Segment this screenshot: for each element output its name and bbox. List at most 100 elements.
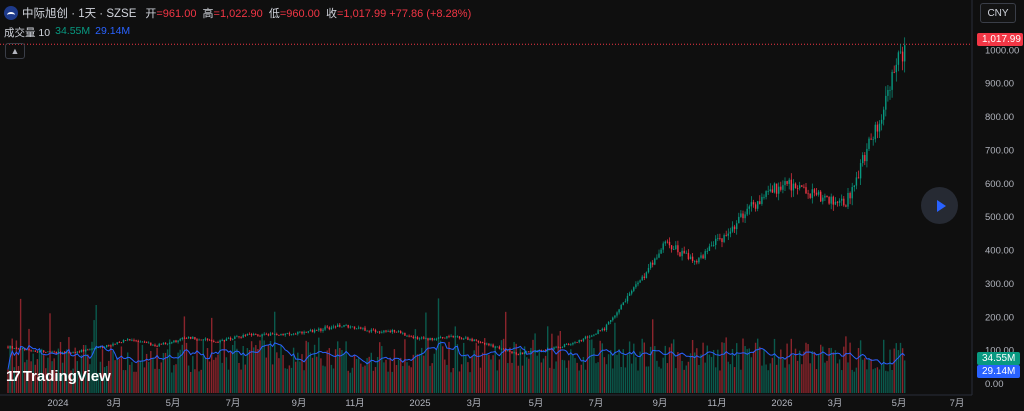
volume-bar: [200, 369, 202, 393]
candle-body: [139, 341, 141, 343]
candle-body: [754, 204, 757, 209]
chevron-up-icon[interactable]: ▲: [5, 43, 25, 59]
volume-bar: [271, 364, 274, 393]
volume-bar: [152, 358, 154, 393]
volume-bar: [540, 362, 543, 393]
candle-body: [702, 255, 704, 259]
candle-body: [664, 241, 666, 244]
volume-bar: [559, 331, 561, 393]
volume-bar: [897, 350, 900, 393]
volume-bar: [286, 368, 288, 393]
candle-body: [488, 343, 490, 346]
volume-bar: [89, 364, 91, 393]
volume-bar: [425, 312, 427, 393]
candle-body: [284, 333, 286, 336]
volume-bar: [221, 362, 223, 393]
volume-bar: [763, 349, 765, 393]
candle-body: [633, 287, 635, 291]
volume-label: 成交量 10: [4, 27, 51, 39]
tradingview-logo[interactable]: 17 TradingView: [6, 368, 111, 385]
candle-body: [870, 138, 872, 140]
candle-body: [757, 201, 759, 209]
volume-bar: [822, 346, 824, 393]
volume-bar: [347, 370, 349, 393]
candle-body: [460, 338, 463, 340]
volume-bar: [612, 368, 614, 393]
candle-body: [345, 324, 347, 326]
volume-bar: [72, 368, 74, 393]
candle-body: [473, 339, 475, 342]
candle-body: [721, 238, 723, 242]
candle-body: [36, 351, 39, 353]
volume-bar: [164, 352, 167, 393]
candle-body: [76, 351, 78, 353]
volume-bar: [28, 328, 30, 393]
volume-bar: [553, 368, 555, 393]
candle-body: [164, 342, 167, 345]
candle-body: [641, 276, 643, 281]
candle-body: [53, 351, 55, 353]
candle-body: [227, 337, 230, 339]
candle-body: [824, 195, 826, 198]
candle-body: [685, 252, 687, 254]
candle-body: [456, 336, 459, 338]
volume-bar: [488, 354, 490, 393]
volume-bar: [813, 351, 816, 393]
volume-bar: [183, 316, 186, 393]
candle-body: [784, 181, 786, 186]
candle-body: [263, 333, 265, 335]
candle-body: [32, 350, 34, 352]
currency-button[interactable]: CNY: [980, 3, 1016, 23]
price-tick-label: 100.00: [985, 346, 1014, 357]
candle-body: [656, 257, 658, 259]
candle-body: [859, 163, 862, 179]
volume-bar: [748, 348, 750, 393]
volume-bar: [817, 354, 820, 393]
candle-body: [490, 344, 492, 346]
volume-bar: [106, 365, 108, 393]
volume-bar: [408, 365, 410, 393]
candle-body: [238, 336, 240, 338]
volume-bar: [523, 346, 526, 393]
volume-bar: [173, 365, 175, 393]
volume-ma-line: [7, 341, 906, 370]
volume-bar: [838, 359, 841, 393]
candle-body: [605, 324, 608, 330]
volume-bar: [519, 348, 522, 393]
candle-body: [156, 346, 158, 347]
volume-bar: [345, 341, 347, 393]
candle-body: [381, 332, 383, 334]
volume-bar: [729, 364, 732, 393]
volume-legend[interactable]: 成交量 10 34.55M 29.14M: [4, 25, 130, 40]
candle-body: [208, 339, 211, 341]
volume-bar: [353, 354, 356, 393]
volume-bar: [542, 358, 545, 393]
volume-bar: [334, 349, 337, 393]
volume-bar: [328, 348, 330, 393]
volume-bar: [452, 367, 454, 393]
volume-bar: [901, 348, 904, 393]
volume-bar: [895, 343, 897, 393]
candle-body: [80, 349, 83, 353]
symbol-title[interactable]: 中际旭创 · 1天 · SZSE: [22, 8, 137, 20]
volume-bar: [467, 362, 469, 393]
candle-body: [112, 343, 114, 346]
volume-bar: [893, 348, 895, 393]
volume-bar: [479, 367, 482, 393]
volume-bar: [57, 348, 60, 393]
volume-bar: [238, 362, 240, 393]
play-icon[interactable]: [921, 187, 958, 224]
volume-bar: [53, 358, 55, 393]
volume-bar: [855, 367, 858, 393]
volume-bar: [402, 366, 404, 393]
volume-bar: [511, 362, 513, 393]
candle-body: [628, 293, 631, 296]
volume-bar: [442, 346, 444, 393]
volume-bar: [826, 360, 828, 393]
candle-body: [901, 51, 904, 62]
candle-body: [292, 333, 295, 335]
volume-bar: [595, 363, 597, 393]
candle-body: [698, 257, 700, 263]
volume-bar: [410, 367, 412, 393]
